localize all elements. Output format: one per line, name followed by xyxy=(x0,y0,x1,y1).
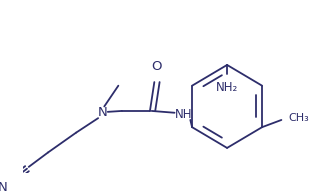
Text: CH₃: CH₃ xyxy=(288,113,309,123)
Text: N: N xyxy=(98,106,107,119)
Text: N: N xyxy=(0,181,7,192)
Text: NH: NH xyxy=(175,108,192,121)
Text: NH₂: NH₂ xyxy=(216,81,238,94)
Text: O: O xyxy=(152,60,162,73)
